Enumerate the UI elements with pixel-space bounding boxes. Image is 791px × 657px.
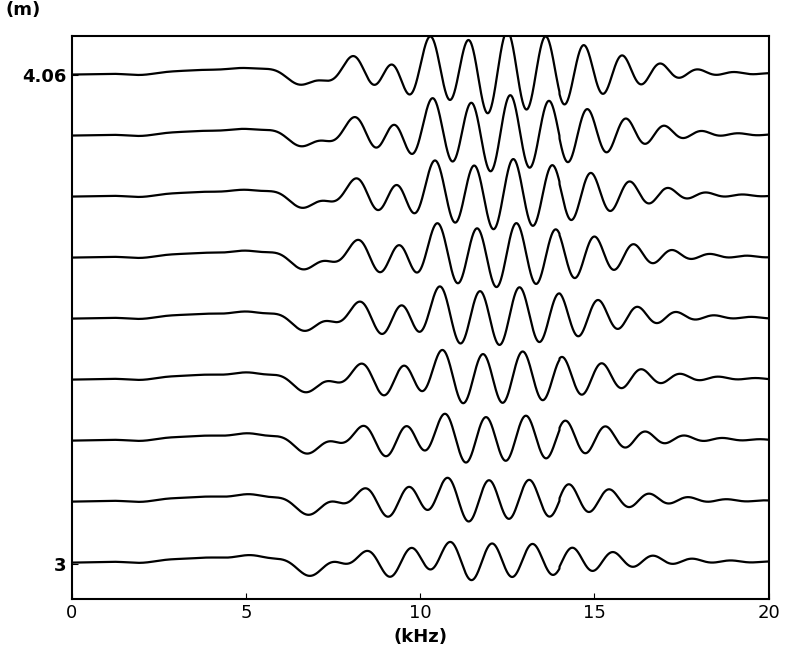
Y-axis label: (m): (m) <box>6 1 40 19</box>
X-axis label: (kHz): (kHz) <box>393 628 447 646</box>
